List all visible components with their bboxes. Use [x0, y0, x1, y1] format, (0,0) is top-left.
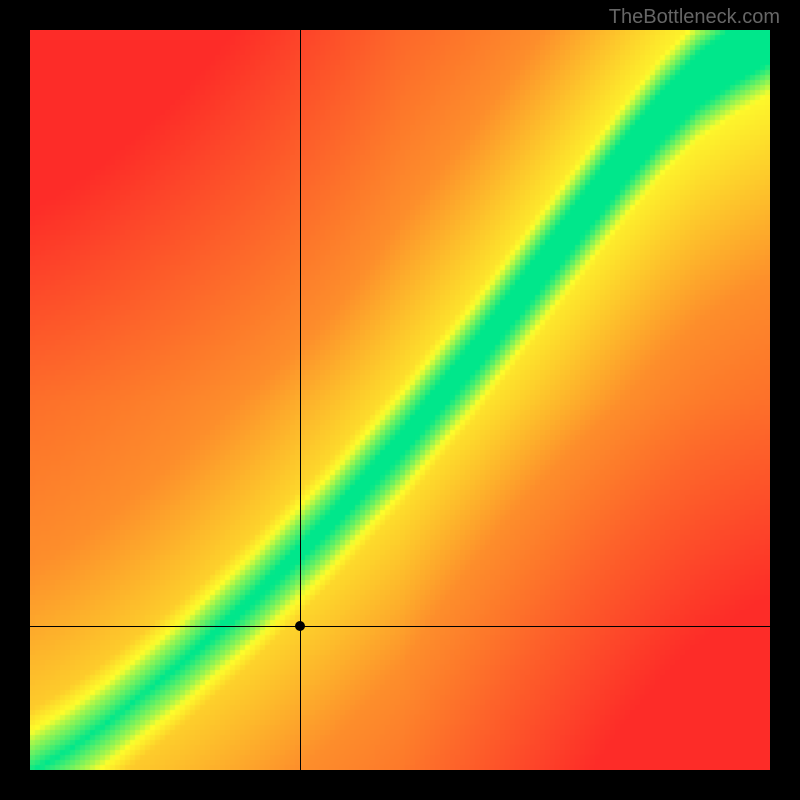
crosshair-marker — [295, 621, 305, 631]
crosshair-vertical — [300, 30, 301, 770]
watermark-text: TheBottleneck.com — [609, 6, 780, 29]
bottleneck-heatmap — [30, 30, 770, 770]
crosshair-horizontal — [30, 626, 770, 627]
heatmap-canvas — [30, 30, 770, 770]
